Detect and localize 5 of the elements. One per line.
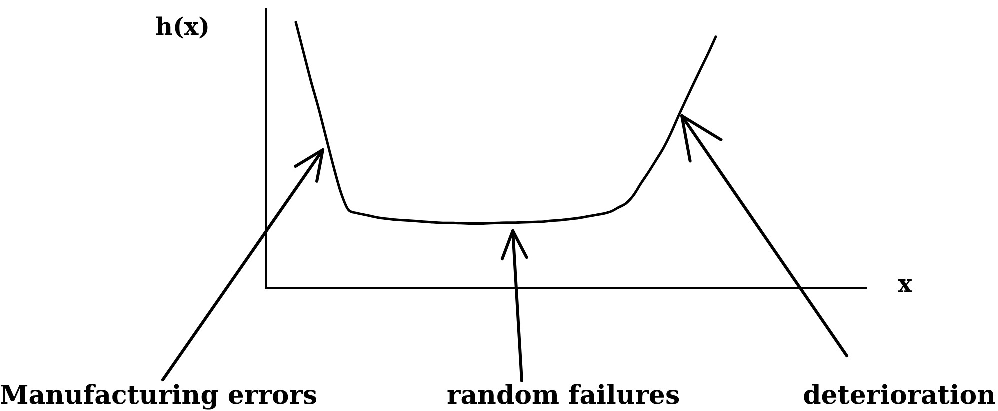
- x-axis-title: x: [898, 269, 912, 298]
- text: deterioration: [803, 381, 996, 411]
- text: random failures: [447, 381, 680, 411]
- y-axis-title: h(x): [156, 12, 210, 41]
- text: Manufacturing errors: [0, 381, 318, 411]
